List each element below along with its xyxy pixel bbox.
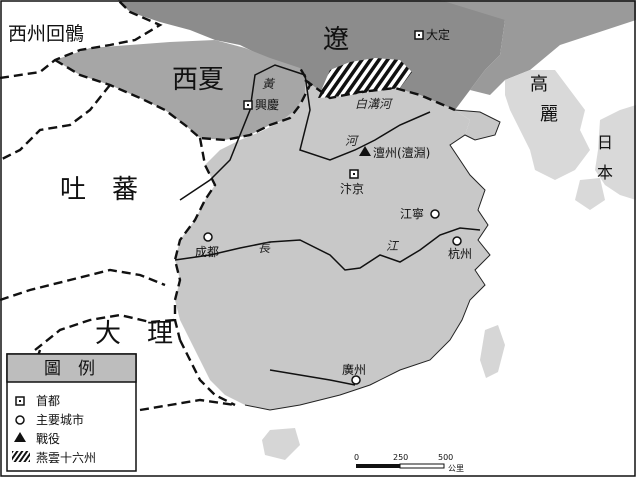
shandong-peninsula <box>455 110 500 140</box>
japan-islands <box>595 105 636 200</box>
yangtze-river <box>174 227 481 271</box>
legend-label-yanyun: 燕雲十六州 <box>36 451 96 465</box>
city-label-chengdu: 成都 <box>195 245 219 259</box>
city-marker-guangzhou <box>351 375 361 385</box>
xixia-territory <box>55 40 310 140</box>
song-coastline <box>244 109 501 411</box>
region-label-tubo: 吐 蕃 <box>60 175 138 205</box>
liao-territory <box>118 0 520 110</box>
legend: 圖 例 首都 主要城市 戰役 燕雲十六州 <box>6 353 137 472</box>
rivers <box>174 64 481 386</box>
borders <box>0 0 456 412</box>
scale-tick-250: 250 <box>393 453 408 462</box>
legend-label-battle: 戰役 <box>36 431 60 446</box>
river-label-he: 河 <box>345 134 359 148</box>
taiwan-island <box>480 325 505 378</box>
scale-tick-500: 500 <box>438 453 453 462</box>
region-label-dali: 大 理 <box>95 319 173 349</box>
city-marker-chengdu <box>203 232 213 242</box>
river-label-huang: 黃 <box>262 77 276 91</box>
city-marker-jiangning <box>430 209 440 219</box>
region-label-japan-1: 日 <box>597 133 613 152</box>
region-label-xixia: 西夏 <box>172 65 224 95</box>
battle-marker-chanzhou <box>359 146 371 156</box>
scale-unit: 公里 <box>448 464 464 473</box>
city-label-xingqing: 興慶 <box>255 98 279 112</box>
legend-label-capital: 首都 <box>36 394 60 408</box>
river-label-chang: 長 <box>258 241 271 255</box>
southern-land <box>140 400 240 470</box>
triangle-icon <box>14 432 26 442</box>
region-label-xizhou-huihu: 西州回鶻 <box>8 23 84 45</box>
river-label-baigou: 白溝河 <box>355 97 393 111</box>
region-label-liao: 遼 <box>323 25 349 55</box>
korea-peninsula <box>505 70 590 180</box>
city-label-guangzhou: 廣州 <box>342 363 366 377</box>
city-marker-hangzhou <box>452 236 462 246</box>
city-label-dading: 大定 <box>426 27 450 42</box>
yellow-river <box>179 64 431 201</box>
legend-header <box>6 353 137 383</box>
city-label-jiangning: 江寧 <box>400 206 424 221</box>
kyushu-island <box>575 178 605 210</box>
hainan-island <box>262 428 300 460</box>
scale-tick-0: 0 <box>354 453 359 462</box>
river-label-jiang: 江 <box>386 239 400 253</box>
song-territory <box>175 80 490 410</box>
legend-label-major-city: 主要城市 <box>36 412 84 427</box>
region-label-japan-2: 本 <box>597 163 613 182</box>
pearl-river <box>269 369 356 386</box>
scale-bar: 0 250 500 公里 <box>354 453 464 473</box>
liao-northeast <box>440 0 636 95</box>
city-label-chanzhou: 澶州(澶淵) <box>373 145 430 160</box>
legend-title: 圖 例 <box>44 359 95 379</box>
city-label-hangzhou: 杭州 <box>448 246 472 261</box>
region-label-goryeo-1: 高 <box>530 74 548 95</box>
region-label-goryeo-2: 麗 <box>540 104 558 125</box>
city-label-bianjing: 汴京 <box>340 181 364 196</box>
circle-icon <box>15 415 25 425</box>
hatch-icon <box>12 451 30 462</box>
